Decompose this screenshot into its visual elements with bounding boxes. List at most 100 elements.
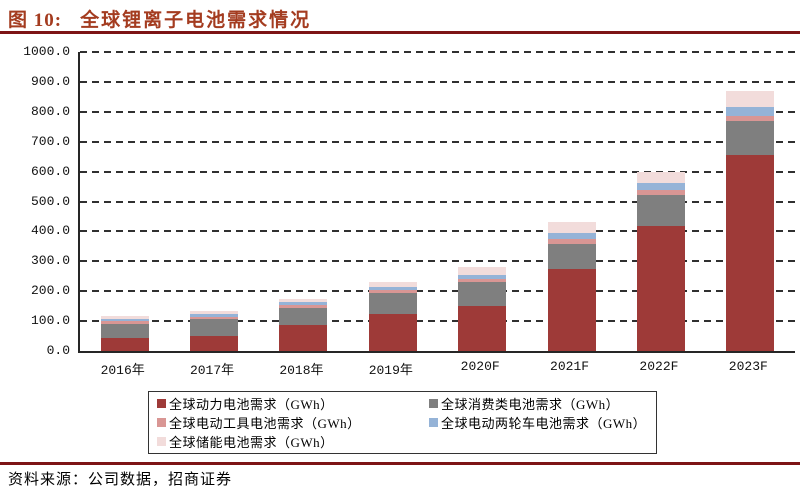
figure-title-row: 图 10: 全球锂离子电池需求情况 <box>8 5 311 32</box>
bar-stack-2017年 <box>190 310 239 351</box>
legend-label: 全球动力电池需求（GWh） <box>169 397 334 412</box>
y-axis-tick-label: 400.0 <box>30 223 70 239</box>
legend-swatch-icon <box>429 418 438 427</box>
y-axis-tick-label: 300.0 <box>30 253 70 269</box>
legend-item-3: 全球电动两轮车电池需求（GWh） <box>429 413 652 432</box>
x-axis-tick-label: 2023F <box>728 359 768 374</box>
bar-segment <box>368 313 417 351</box>
bar-stack-2020F <box>458 267 507 351</box>
legend-label: 全球储能电池需求（GWh） <box>169 435 334 450</box>
bar-stack-2016年 <box>100 316 149 351</box>
y-axis-tick-label: 900.0 <box>30 73 70 89</box>
bar-segment <box>726 115 775 122</box>
bar-segment <box>458 275 507 280</box>
bar-segment <box>190 313 239 317</box>
stacked-bar-chart: 0.0 100.0 200.0 300.0 400.0 500.0 600.0 700.0 80… <box>0 44 800 378</box>
source-note: 资料来源：公司数据，招商证券 <box>8 472 233 488</box>
gridline-y-600 <box>80 170 795 173</box>
legend-label: 全球电动工具电池需求（GWh） <box>169 416 361 431</box>
footer-divider-rule <box>0 462 800 465</box>
x-axis-tick-label: 2020F <box>460 359 500 374</box>
x-axis-tick-label: 2018年 <box>279 363 324 378</box>
bar-segment <box>636 189 685 195</box>
bar-segment <box>190 310 239 314</box>
legend-item-0: 全球动力电池需求（GWh） <box>157 394 429 413</box>
plot-area <box>78 51 795 353</box>
bar-segment <box>279 307 328 325</box>
bar-segment <box>458 267 507 276</box>
gridline-y-1000 <box>80 51 795 53</box>
bar-segment <box>190 336 239 351</box>
y-axis-tick-label: 600.0 <box>30 163 70 179</box>
bar-segment <box>190 319 239 337</box>
legend-item-4: 全球储能电池需求（GWh） <box>157 432 429 451</box>
gridline-y-100 <box>80 320 795 323</box>
bar-segment <box>100 321 149 324</box>
bar-segment <box>726 155 775 351</box>
x-axis-tick-label: 2022F <box>639 359 679 374</box>
x-axis-tick-label: 2017年 <box>189 363 235 378</box>
bar-segment <box>368 290 417 293</box>
bar-segment <box>636 226 685 351</box>
gridline-y-500 <box>80 200 795 203</box>
bar-segment <box>100 337 149 351</box>
y-axis-tick-label: 100.0 <box>30 313 70 329</box>
gridline-y-300 <box>80 260 795 263</box>
figure-title: 全球锂离子电池需求情况 <box>80 10 312 31</box>
y-axis-tick-label: 500.0 <box>30 193 70 209</box>
x-axis-tick-label: 2019年 <box>368 363 413 378</box>
chart-legend: 全球动力电池需求（GWh） 全球消费类电池需求（GWh） 全球电动工具电池需求（GW… <box>148 391 657 454</box>
gridline-y-800 <box>80 110 795 113</box>
bar-segment <box>547 239 596 245</box>
figure-label: 图 10: <box>8 10 63 31</box>
legend-swatch-icon <box>157 437 166 446</box>
bar-stack-2018年 <box>279 298 328 351</box>
bar-segment <box>458 279 507 283</box>
y-axis-tick-label: 700.0 <box>30 133 70 149</box>
bar-stack-2023F <box>726 91 775 351</box>
legend-item-2: 全球电动工具电池需求（GWh） <box>157 413 429 432</box>
bar-segment <box>368 287 417 291</box>
x-axis-tick-label: 2016年 <box>100 363 145 378</box>
legend-swatch-icon <box>157 418 166 427</box>
bar-segment <box>547 232 596 240</box>
bar-segment <box>636 182 685 190</box>
bar-segment <box>547 269 596 351</box>
bar-segment <box>636 172 685 183</box>
bar-segment <box>726 121 775 156</box>
legend-label: 全球消费类电池需求（GWh） <box>441 397 620 412</box>
bar-segment <box>726 91 775 108</box>
legend-swatch-icon <box>157 399 166 408</box>
legend-label: 全球电动两轮车电池需求（GWh） <box>441 416 647 431</box>
y-axis-tick-label: 200.0 <box>30 283 70 299</box>
bar-segment <box>100 319 149 322</box>
title-divider-rule <box>0 31 800 34</box>
bar-segment <box>547 221 596 233</box>
bar-segment <box>279 301 328 305</box>
bar-segment <box>368 292 417 314</box>
bar-segment <box>279 304 328 308</box>
gridline-y-700 <box>80 140 795 143</box>
y-axis-tick-label: 0.0 <box>46 343 70 358</box>
gridline-y-200 <box>80 290 795 293</box>
bar-stack-2022F <box>636 172 685 351</box>
gridline-y-900 <box>80 80 795 83</box>
legend-item-1: 全球消费类电池需求（GWh） <box>429 394 652 413</box>
bar-stack-2019年 <box>368 282 417 351</box>
bar-segment <box>547 244 596 270</box>
gridline-y-400 <box>80 230 795 233</box>
bar-segment <box>190 316 239 320</box>
y-axis-tick-label: 1000.0 <box>23 44 70 59</box>
bar-segment <box>100 323 149 338</box>
bar-segment <box>100 316 149 320</box>
bar-segment <box>279 325 328 351</box>
x-axis-tick-label: 2021F <box>550 359 590 374</box>
y-axis-tick-label: 800.0 <box>30 103 70 119</box>
bar-segment <box>368 282 417 288</box>
bar-segment <box>279 298 328 302</box>
bar-segment <box>458 282 507 307</box>
bar-segment <box>458 306 507 351</box>
bar-stack-2021F <box>547 221 596 351</box>
bar-segment <box>636 194 685 227</box>
legend-swatch-icon <box>429 399 438 408</box>
